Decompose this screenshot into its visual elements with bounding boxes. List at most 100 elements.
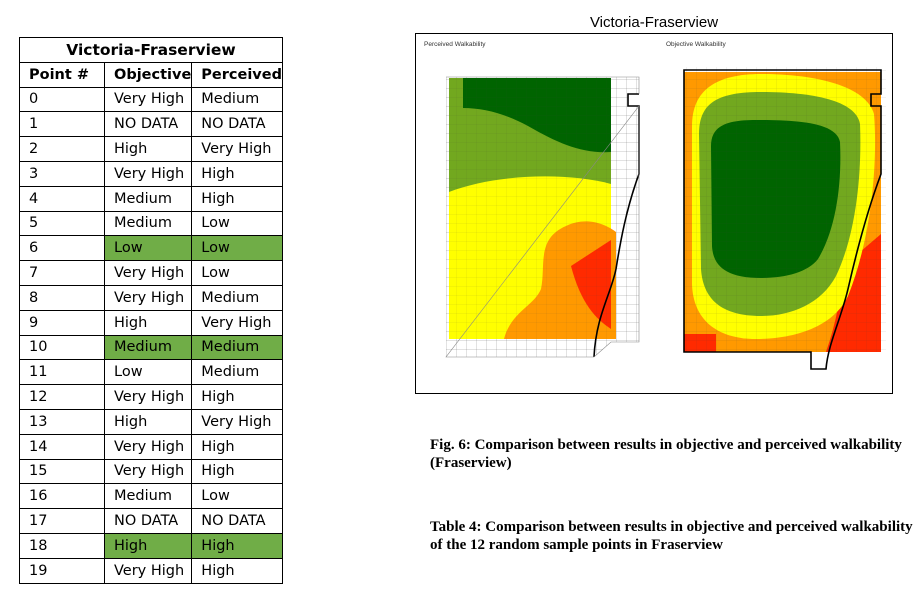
cell-perceived: NO DATA <box>191 111 283 138</box>
cell-point: 6 <box>19 235 105 262</box>
cell-point: 16 <box>19 483 105 510</box>
cell-objective: Very High <box>103 160 193 187</box>
cell-objective: Very High <box>103 86 193 113</box>
cell-point: 5 <box>19 210 105 237</box>
cell-point: 14 <box>19 433 105 460</box>
header-objective: Objective <box>103 61 193 88</box>
cell-perceived: Low <box>191 210 283 237</box>
cell-perceived: Medium <box>191 86 283 113</box>
walkability-table: Victoria-Fraserview Point # Objective Pe… <box>19 37 283 584</box>
cell-objective: Very High <box>103 384 193 410</box>
cell-perceived: Very High <box>191 136 283 162</box>
cell-perceived: Low <box>191 260 283 286</box>
table-row: 3 Very High High <box>19 160 283 187</box>
table-row: 7 Very High Low <box>19 260 283 286</box>
cell-point: 13 <box>19 408 105 435</box>
perceived-map <box>445 76 640 358</box>
cell-point: 18 <box>19 532 105 559</box>
objective-street-overlay <box>684 67 886 352</box>
cell-point: 3 <box>19 160 105 187</box>
cell-perceived: Low <box>191 483 283 510</box>
cell-point: 0 <box>19 86 105 113</box>
cell-perceived: Medium <box>191 359 283 386</box>
header-point: Point # <box>19 61 105 88</box>
objective-map-label: Objective Walkability <box>666 41 726 48</box>
cell-point: 2 <box>19 136 105 162</box>
cell-perceived: High <box>191 384 283 410</box>
table-row: 17 NO DATA NO DATA <box>19 508 283 534</box>
table-row: 14 Very High High <box>19 433 283 460</box>
table-row: 19 Very High High <box>19 557 283 584</box>
table-row: 8 Very High Medium <box>19 284 283 311</box>
cell-perceived: High <box>191 433 283 460</box>
table-row: 12 Very High High <box>19 384 283 410</box>
cell-perceived: High <box>191 532 283 559</box>
cell-objective: High <box>103 532 193 559</box>
table-body: 0 Very High Medium 1 NO DATA NO DATA 2 High Very… <box>19 86 283 584</box>
cell-point: 11 <box>19 359 105 386</box>
table-row: 11 Low Medium <box>19 359 283 386</box>
table-row: 10 Medium Medium <box>19 334 283 361</box>
cell-point: 8 <box>19 284 105 311</box>
cell-point: 12 <box>19 384 105 410</box>
objective-boundary <box>683 69 882 370</box>
cell-perceived: High <box>191 557 283 584</box>
cell-objective: Very High <box>103 557 193 584</box>
cell-point: 9 <box>19 309 105 336</box>
cell-perceived: Medium <box>191 284 283 311</box>
cell-perceived: Medium <box>191 334 283 361</box>
cell-point: 17 <box>19 508 105 534</box>
table-title-row: Victoria-Fraserview <box>19 37 283 63</box>
cell-perceived: High <box>191 160 283 187</box>
table-row: 13 High Very High <box>19 408 283 435</box>
table-row: 16 Medium Low <box>19 483 283 510</box>
perceived-map-label: Perceived Walkability <box>424 41 486 48</box>
cell-objective: Medium <box>103 483 193 510</box>
map-figure: Perceived Walkability Objective Walkabil… <box>415 33 893 394</box>
cell-objective: Low <box>103 235 193 262</box>
map-canvas <box>445 67 886 370</box>
cell-objective: High <box>103 309 193 336</box>
objective-map <box>683 67 886 370</box>
figure-title: Victoria-Fraserview <box>589 14 719 31</box>
table-title: Victoria-Fraserview <box>19 37 283 63</box>
table-row: 18 High High <box>19 532 283 559</box>
cell-objective: NO DATA <box>103 508 193 534</box>
table-caption: Table 4: Comparison between results in o… <box>430 519 913 553</box>
cell-objective: Medium <box>103 210 193 237</box>
table-header-row: Point # Objective Perceived <box>19 61 283 88</box>
cell-perceived: Very High <box>191 408 283 435</box>
table-row: 4 Medium High <box>19 185 283 212</box>
cell-perceived: NO DATA <box>191 508 283 534</box>
cell-point: 7 <box>19 260 105 286</box>
perceived-outline <box>445 76 640 358</box>
table-row: 5 Medium Low <box>19 210 283 237</box>
table-row: 2 High Very High <box>19 136 283 162</box>
cell-perceived: High <box>191 458 283 485</box>
cell-objective: Very High <box>103 284 193 311</box>
table-row: 15 Very High High <box>19 458 283 485</box>
cell-perceived: Very High <box>191 309 283 336</box>
cell-objective: High <box>103 408 193 435</box>
cell-objective: Low <box>103 359 193 386</box>
cell-point: 19 <box>19 557 105 584</box>
cell-objective: NO DATA <box>103 111 193 138</box>
cell-point: 4 <box>19 185 105 212</box>
cell-perceived: Low <box>191 235 283 262</box>
cell-point: 1 <box>19 111 105 138</box>
cell-objective: High <box>103 136 193 162</box>
cell-objective: Medium <box>103 334 193 361</box>
walkability-table-container: Victoria-Fraserview Point # Objective Pe… <box>19 37 283 584</box>
figure-caption: Fig. 6: Comparison between results in ob… <box>430 437 902 471</box>
cell-perceived: High <box>191 185 283 212</box>
cell-objective: Very High <box>103 433 193 460</box>
cell-point: 10 <box>19 334 105 361</box>
header-perceived: Perceived <box>191 61 283 88</box>
cell-objective: Medium <box>103 185 193 212</box>
table-row: 0 Very High Medium <box>19 86 283 113</box>
table-row: 6 Low Low <box>19 235 283 262</box>
cell-objective: Very High <box>103 260 193 286</box>
table-row: 9 High Very High <box>19 309 283 336</box>
perceived-street-overlay <box>446 77 639 357</box>
table-row: 1 NO DATA NO DATA <box>19 111 283 138</box>
